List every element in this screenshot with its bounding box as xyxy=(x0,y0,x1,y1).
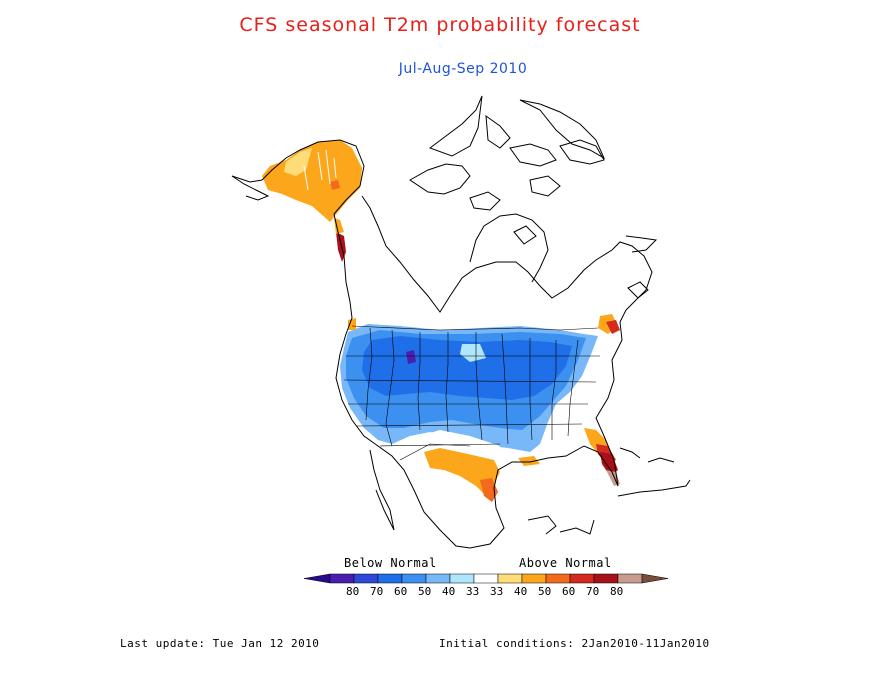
legend-swatch xyxy=(401,573,427,584)
alaska-hatch xyxy=(303,149,337,191)
legend-swatch xyxy=(569,573,595,584)
legend-swatch xyxy=(377,573,403,584)
last-update-text: Last update: Tue Jan 12 2010 xyxy=(120,637,320,650)
legend-swatch xyxy=(329,573,355,584)
legend-number: 60 xyxy=(394,585,408,598)
below-normal-label: Below Normal xyxy=(344,556,437,570)
midwest-light-patch xyxy=(460,344,486,362)
legend-swatch xyxy=(473,573,499,584)
louisiana-orange-area xyxy=(518,456,540,466)
legend-swatch xyxy=(521,573,547,584)
legend-number: 40 xyxy=(442,585,456,598)
legend-number: 70 xyxy=(370,585,384,598)
texas-red-area xyxy=(480,478,498,502)
legend-number: 33 xyxy=(466,585,480,598)
initial-conditions-text: Initial conditions: 2Jan2010-11Jan2010 xyxy=(439,637,710,650)
greenland-coast xyxy=(519,99,606,160)
legend-swatch xyxy=(617,573,643,584)
legend-arrow-below xyxy=(303,573,331,584)
legend-swatch xyxy=(497,573,523,584)
state-borders xyxy=(343,325,600,461)
legend-number: 50 xyxy=(538,585,552,598)
legend-number: 80 xyxy=(610,585,624,598)
legend-number: 60 xyxy=(562,585,576,598)
new-england-red-area xyxy=(606,320,620,334)
mexico-small-orange xyxy=(348,318,356,330)
us-below-normal-core xyxy=(362,336,572,400)
gulf-white-gap xyxy=(420,430,500,456)
montana-deep-below xyxy=(406,350,416,364)
legend-number: 40 xyxy=(514,585,528,598)
coastlines xyxy=(231,95,691,549)
alaska-above-normal-area xyxy=(262,140,362,222)
legend-swatch xyxy=(425,573,451,584)
legend-colorbar xyxy=(303,573,669,584)
map-subtitle: Jul-Aug-Sep 2010 xyxy=(398,61,528,77)
legend-number: 50 xyxy=(418,585,432,598)
legend-swatch xyxy=(545,573,571,584)
legend-swatch xyxy=(353,573,379,584)
legend-swatch xyxy=(593,573,619,584)
map-title: CFS seasonal T2m probability forecast xyxy=(239,14,641,36)
above-normal-label: Above Normal xyxy=(519,556,612,570)
legend-arrow-above xyxy=(641,573,669,584)
legend-number: 70 xyxy=(586,585,600,598)
legend-number: 80 xyxy=(346,585,360,598)
legend-swatch xyxy=(449,573,475,584)
alaska-red-spot xyxy=(330,180,340,190)
bc-coast-orange-area xyxy=(334,218,344,234)
legend-number: 33 xyxy=(490,585,504,598)
